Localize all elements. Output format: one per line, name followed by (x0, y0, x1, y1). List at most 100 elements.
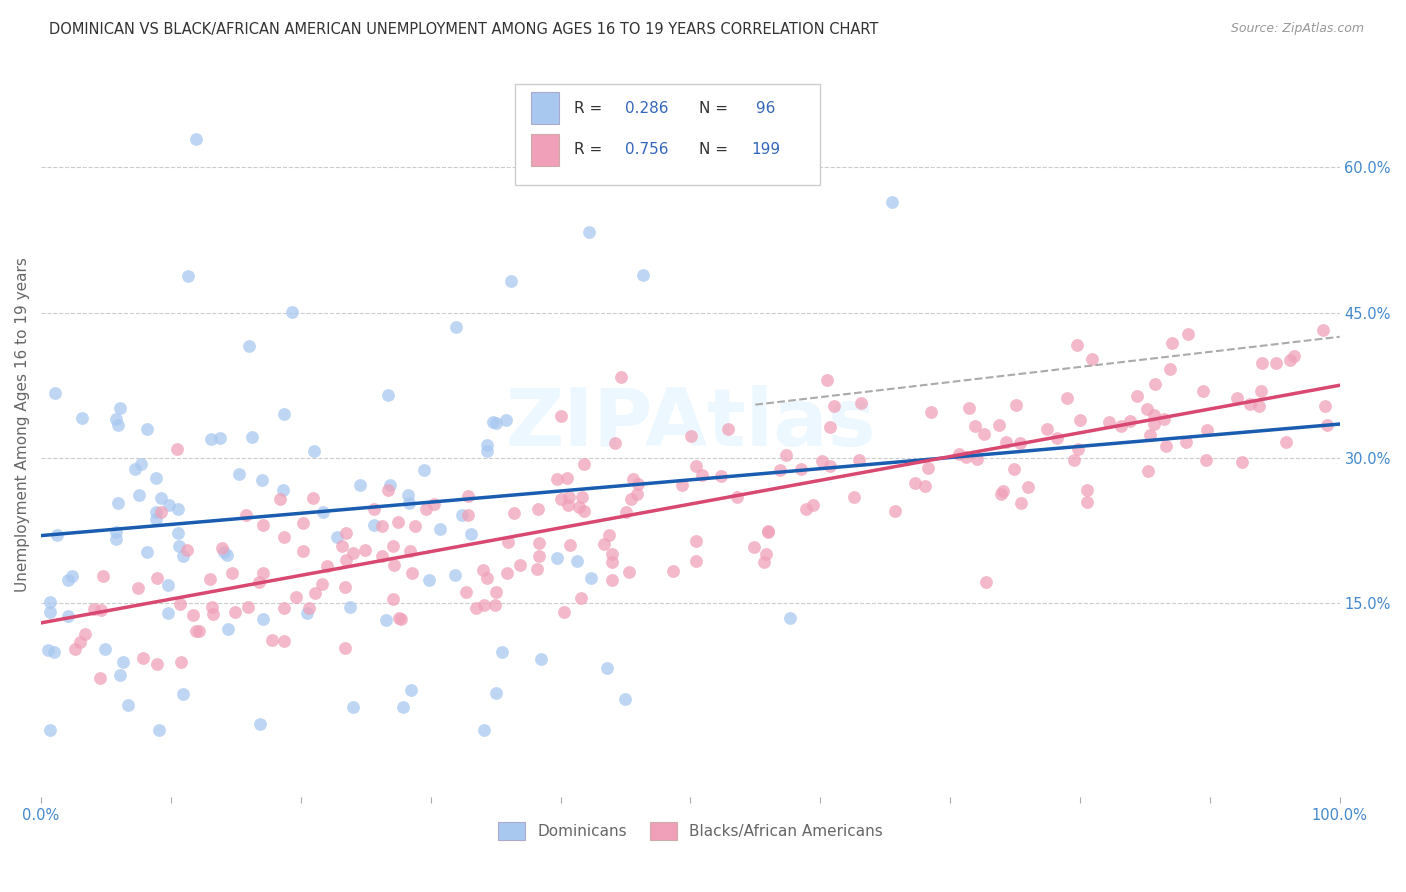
Point (211, 541, 233, 555)
Point (558, 538, 581, 552)
Point (1017, 480, 1039, 494)
Text: R =: R = (574, 101, 606, 116)
Point (273, 601, 295, 615)
Point (1153, 412, 1175, 426)
Point (602, 555, 624, 569)
Point (128, 488, 150, 502)
Point (755, 547, 778, 561)
Point (58, 609, 80, 624)
Point (1046, 431, 1069, 445)
Point (1192, 384, 1215, 399)
Point (966, 451, 988, 466)
Point (1066, 442, 1088, 456)
Point (769, 463, 792, 477)
Point (94, 642, 117, 657)
Point (1010, 496, 1032, 510)
Point (304, 586, 326, 600)
Point (1250, 356, 1272, 370)
Point (1312, 323, 1334, 337)
Point (398, 544, 420, 558)
Point (90, 603, 112, 617)
Point (252, 612, 274, 626)
Point (530, 652, 553, 666)
Point (181, 607, 204, 622)
Point (794, 502, 817, 516)
Point (415, 502, 437, 516)
Point (1313, 400, 1336, 414)
Point (1076, 495, 1098, 509)
Point (124, 462, 146, 476)
Point (166, 442, 188, 457)
Text: 199: 199 (751, 143, 780, 158)
Bar (530, 135, 560, 166)
Point (501, 274, 523, 288)
Text: 0.756: 0.756 (626, 143, 669, 158)
Point (472, 599, 495, 613)
Point (844, 490, 866, 504)
Point (1230, 455, 1253, 469)
Point (456, 585, 478, 599)
Point (273, 530, 295, 544)
Point (404, 519, 426, 533)
Point (44, 385, 66, 400)
Point (209, 431, 232, 445)
Point (464, 601, 486, 615)
Point (292, 516, 315, 530)
Point (91, 568, 114, 582)
Text: 96: 96 (751, 101, 776, 116)
Point (315, 558, 337, 573)
Point (145, 471, 167, 485)
Point (382, 592, 405, 607)
Point (880, 194, 903, 209)
Point (457, 508, 479, 523)
Point (330, 539, 353, 553)
Point (621, 472, 644, 486)
Point (104, 412, 127, 426)
Point (136, 544, 159, 558)
Point (396, 488, 419, 502)
Point (1197, 423, 1219, 437)
Point (1264, 356, 1286, 370)
Point (1316, 418, 1339, 433)
Point (215, 548, 238, 562)
Y-axis label: Unemployment Among Ages 16 to 19 years: Unemployment Among Ages 16 to 19 years (15, 257, 30, 591)
Point (335, 525, 357, 540)
Point (302, 491, 325, 505)
Point (1136, 464, 1159, 478)
Point (744, 540, 766, 554)
Point (167, 502, 190, 516)
Point (565, 554, 588, 568)
Point (107, 496, 129, 510)
Point (457, 489, 479, 503)
Point (148, 723, 170, 737)
Point (363, 502, 385, 516)
Point (167, 525, 190, 540)
Point (335, 553, 357, 567)
Point (1125, 389, 1147, 403)
Point (527, 502, 550, 516)
Text: N =: N = (699, 101, 734, 116)
Point (381, 539, 404, 553)
Text: N =: N = (699, 143, 734, 158)
Point (60, 569, 83, 583)
Point (249, 717, 271, 731)
Point (602, 573, 624, 587)
Point (485, 585, 508, 599)
Point (451, 508, 474, 522)
Point (1160, 336, 1182, 351)
Point (617, 565, 640, 579)
Point (73, 627, 96, 641)
Point (285, 590, 308, 604)
Point (717, 422, 740, 436)
Point (1154, 439, 1177, 453)
Point (273, 483, 295, 497)
Point (823, 400, 845, 414)
Point (1250, 384, 1272, 398)
Point (509, 558, 531, 572)
Point (201, 607, 224, 621)
Point (1069, 413, 1091, 427)
Point (671, 478, 693, 492)
Point (1159, 361, 1181, 376)
Point (790, 462, 813, 476)
Point (779, 611, 801, 625)
